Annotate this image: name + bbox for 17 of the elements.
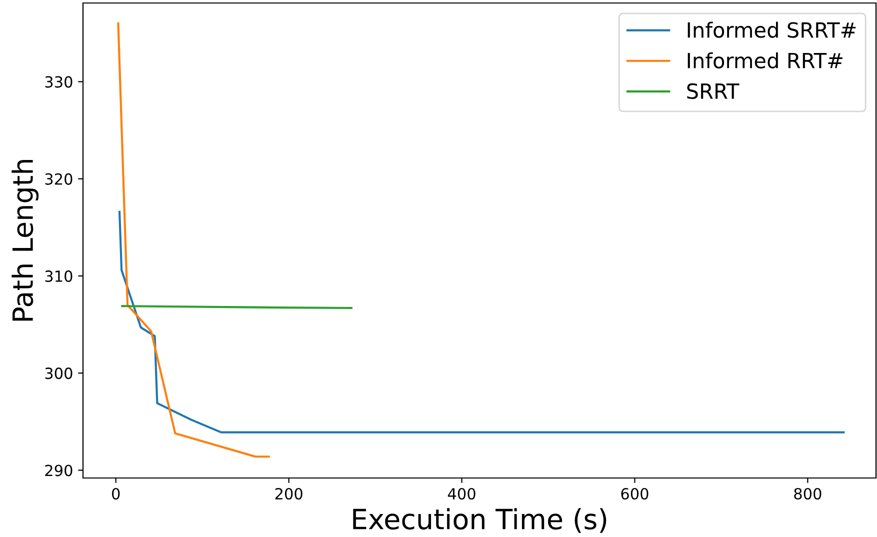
line-series xyxy=(117,22,270,458)
legend-label: Informed SRRT# xyxy=(688,22,856,38)
y-tick-label: 330 xyxy=(45,76,72,88)
x-tick-label: 600 xyxy=(621,488,648,500)
y-tick-label: 300 xyxy=(45,368,72,380)
y-tick-label: 290 xyxy=(45,464,72,476)
x-tick-label: 0 xyxy=(112,488,120,500)
legend-label: SRRT xyxy=(687,83,740,100)
y-axis-title: Path Length xyxy=(12,160,39,321)
x-tick-label: 400 xyxy=(448,488,476,500)
x-tick-label: 800 xyxy=(794,488,822,500)
legend-label: Informed RRT# xyxy=(688,52,842,68)
y-tick-label: 320 xyxy=(45,173,72,185)
x-axis-title: Execution Time (s) xyxy=(353,508,606,533)
x-tick-label: 200 xyxy=(275,488,302,500)
y-tick-label: 310 xyxy=(45,270,72,282)
line-series xyxy=(118,210,845,434)
